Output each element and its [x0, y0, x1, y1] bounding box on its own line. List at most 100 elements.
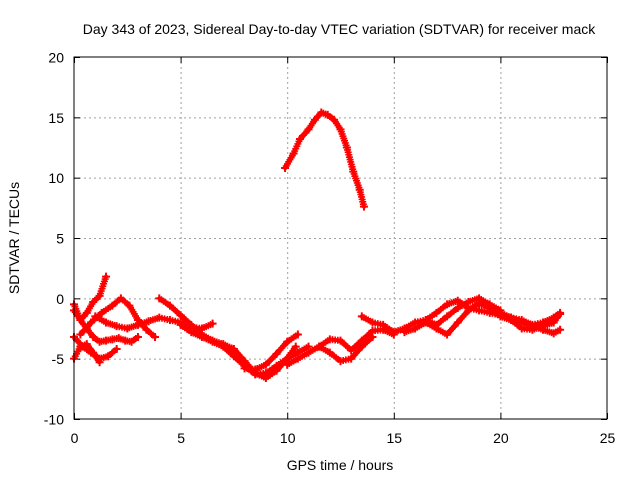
sample-marker — [366, 317, 374, 325]
data-point — [347, 346, 356, 355]
sample-marker — [376, 320, 384, 328]
sample-marker — [441, 329, 449, 337]
sample-marker — [356, 338, 364, 346]
sample-marker — [554, 327, 562, 335]
sample-marker — [111, 347, 119, 355]
x-tick-label: 15 — [387, 430, 403, 446]
sample-marker — [132, 335, 140, 343]
sample-marker — [292, 356, 300, 364]
sample-marker — [228, 351, 236, 359]
sample-marker — [441, 302, 449, 310]
sample-marker — [324, 347, 332, 355]
sample-marker — [441, 314, 449, 322]
data-point — [357, 336, 366, 345]
sample-marker — [452, 320, 460, 328]
sample-marker — [163, 315, 171, 323]
sample-marker — [206, 321, 214, 329]
sample-marker — [536, 319, 544, 327]
sample-marker — [271, 352, 279, 360]
sample-marker — [106, 336, 114, 344]
sample-marker — [554, 310, 562, 318]
sample-marker — [537, 325, 545, 333]
sample-marker — [125, 337, 133, 345]
x-tick-label: 25 — [600, 430, 616, 446]
sample-marker — [81, 311, 89, 319]
sample-marker — [310, 118, 318, 126]
sample-marker — [111, 321, 119, 329]
series-arc-9 — [240, 330, 302, 374]
sample-marker — [228, 344, 236, 352]
plot-frame — [73, 56, 608, 420]
sample-marker — [133, 314, 141, 322]
series-layer — [70, 108, 565, 382]
x-axis-label: GPS time / hours — [287, 457, 394, 473]
sample-marker — [356, 345, 364, 353]
sample-marker — [367, 329, 375, 337]
sample-marker — [463, 308, 471, 316]
sample-marker — [342, 141, 350, 149]
sample-marker — [334, 336, 342, 344]
sample-marker — [295, 137, 303, 145]
sample-marker — [292, 332, 300, 340]
sample-marker — [132, 322, 140, 330]
sample-marker — [367, 335, 375, 343]
sample-marker — [462, 303, 470, 311]
sample-marker — [472, 306, 480, 314]
x-tick-label: 0 — [71, 430, 79, 446]
sample-marker — [102, 353, 110, 361]
series-arc-16 — [496, 308, 565, 329]
tick-labels: 0 5 10 15 20 25 -10 -5 0 5 10 15 20 — [44, 50, 616, 447]
sample-marker — [483, 308, 491, 316]
sample-marker — [260, 362, 268, 370]
sample-marker — [94, 293, 102, 301]
y-tick-label: -10 — [44, 412, 64, 428]
sample-marker — [75, 314, 83, 322]
sample-marker — [322, 110, 330, 118]
sample-marker — [359, 200, 367, 208]
data-point — [176, 311, 185, 320]
sample-marker — [430, 323, 438, 331]
y-tick-label: 20 — [48, 50, 64, 66]
sample-marker — [239, 360, 247, 368]
sample-marker — [196, 332, 204, 340]
sample-marker — [119, 336, 127, 344]
sample-marker — [548, 315, 556, 323]
sample-marker — [123, 300, 131, 308]
y-tick-label: 15 — [48, 110, 64, 126]
data-point — [187, 320, 196, 329]
sample-marker — [85, 320, 93, 328]
sample-marker — [281, 340, 289, 348]
sample-marker — [349, 165, 357, 173]
x-tick-label: 20 — [493, 430, 509, 446]
chart-title: Day 343 of 2023, Sidereal Day-to-day VTE… — [83, 21, 596, 37]
y-tick-label: -5 — [52, 351, 65, 367]
sample-marker — [217, 342, 225, 350]
sample-marker — [88, 331, 96, 339]
sample-marker — [81, 341, 89, 349]
sample-marker — [335, 123, 343, 131]
y-tick-label: 0 — [56, 291, 64, 307]
series-arc-7 — [155, 294, 300, 382]
y-tick-label: 10 — [48, 170, 64, 186]
sample-marker — [355, 183, 363, 191]
sample-marker — [316, 110, 324, 118]
sample-marker — [344, 355, 352, 363]
sample-marker — [281, 356, 289, 364]
sample-marker — [302, 344, 310, 352]
sample-marker — [334, 355, 342, 363]
sample-marker — [302, 350, 310, 358]
sample-marker — [149, 331, 157, 339]
series-arc-10 — [283, 332, 377, 369]
sample-marker — [288, 152, 296, 160]
sample-marker — [100, 317, 108, 325]
sample-marker — [409, 325, 417, 333]
sample-marker — [185, 319, 193, 327]
sample-marker — [164, 300, 172, 308]
sample-marker — [292, 350, 300, 358]
sample-marker — [142, 318, 150, 326]
x-tick-label: 5 — [177, 430, 185, 446]
x-tick-label: 10 — [280, 430, 296, 446]
sample-marker — [452, 306, 460, 314]
sample-marker — [94, 356, 102, 364]
